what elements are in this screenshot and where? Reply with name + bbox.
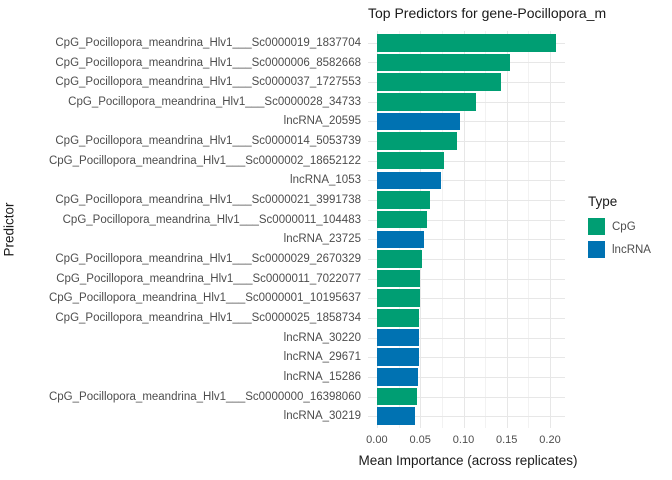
row-gridline <box>368 298 565 300</box>
row-gridline <box>368 239 565 241</box>
bar-lncrna <box>376 368 418 386</box>
y-axis-label: lncRNA_29671 <box>283 351 361 364</box>
major-gridline <box>463 31 465 428</box>
minor-gridline <box>441 31 443 428</box>
bar-cpg <box>376 92 476 111</box>
bar-cpg <box>376 309 420 327</box>
bar-lncrna <box>376 348 420 366</box>
y-axis-label: CpG_Pocillopora_meandrina_Hlv1___Sc00000… <box>55 194 361 206</box>
y-axis-label: CpG_Pocillopora_meandrina_Hlv1___Sc00000… <box>48 154 361 167</box>
y-axis-label: lncRNA_1053 <box>290 174 361 187</box>
bar-cpg <box>376 387 417 406</box>
legend-items: CpG lncRNA <box>588 218 651 258</box>
plot-panel <box>368 31 565 428</box>
row-gridline <box>368 121 565 123</box>
legend-label: lncRNA <box>612 243 651 256</box>
bar-lncrna <box>376 112 461 131</box>
major-gridline <box>506 31 508 428</box>
bar-cpg <box>376 73 501 91</box>
legend: Type CpG lncRNA <box>588 194 651 264</box>
minor-gridline <box>398 31 400 428</box>
legend-item-lncrna: lncRNA <box>588 241 651 258</box>
row-gridline <box>368 160 565 162</box>
y-axis-label: CpG_Pocillopora_meandrina_Hlv1___Sc00000… <box>48 292 361 305</box>
bar-cpg <box>376 53 511 72</box>
y-axis-label: lncRNA_23725 <box>283 233 361 246</box>
bar-cpg <box>376 210 428 229</box>
legend-item-cpg: CpG <box>588 218 651 235</box>
bar-lncrna <box>376 171 441 190</box>
y-axis-label: CpG_Pocillopora_meandrina_Hlv1___Sc00000… <box>55 56 361 69</box>
y-axis-label: CpG_Pocillopora_meandrina_Hlv1___Sc00000… <box>68 95 361 108</box>
legend-label: CpG <box>612 220 636 233</box>
legend-swatch-icon <box>588 241 605 258</box>
row-gridline <box>368 317 565 319</box>
chart-title: Top Predictors for gene-Pocillopora_m <box>368 5 607 21</box>
bar-cpg <box>376 269 421 288</box>
row-gridline <box>368 141 565 142</box>
y-axis-label: lncRNA_20595 <box>283 115 361 128</box>
y-axis-label: lncRNA_15286 <box>283 370 361 383</box>
y-axis-label: CpG_Pocillopora_meandrina_Hlv1___Sc00000… <box>62 213 361 226</box>
bar-cpg <box>376 289 421 308</box>
y-axis-label: CpG_Pocillopora_meandrina_Hlv1___Sc00000… <box>55 76 361 89</box>
y-axis-label: lncRNA_30220 <box>283 331 361 344</box>
y-axis-label: CpG_Pocillopora_meandrina_Hlv1___Sc00000… <box>56 272 361 285</box>
bar-lncrna <box>376 407 416 425</box>
y-axis-label: CpG_Pocillopora_meandrina_Hlv1___Sc00000… <box>55 252 361 265</box>
minor-gridline <box>485 31 487 428</box>
bar-cpg <box>376 250 422 268</box>
major-gridline <box>550 31 551 428</box>
major-gridline <box>376 31 378 428</box>
bar-cpg <box>376 34 557 52</box>
row-gridline <box>368 337 565 339</box>
x-axis-tick-label: 0.00 <box>366 434 388 446</box>
legend-swatch-icon <box>588 218 605 235</box>
row-gridline <box>368 416 565 418</box>
row-gridline <box>368 357 565 359</box>
row-gridline <box>368 258 565 260</box>
y-axis-label: CpG_Pocillopora_meandrina_Hlv1___Sc00000… <box>55 135 361 148</box>
bar-lncrna <box>376 230 424 249</box>
row-gridline <box>368 200 565 201</box>
legend-title: Type <box>588 194 618 209</box>
x-axis-tick-label: 0.10 <box>452 434 475 446</box>
bar-cpg <box>376 151 445 170</box>
row-gridline <box>368 180 565 182</box>
x-axis-tick-label: 0.05 <box>409 434 431 446</box>
x-axis-tick-label: 0.20 <box>539 434 561 446</box>
y-axis-label: lncRNA_30219 <box>283 410 361 423</box>
row-gridline <box>368 278 565 280</box>
bar-cpg <box>376 191 430 209</box>
y-axis-label: CpG_Pocillopora_meandrina_Hlv1___Sc00000… <box>55 36 361 49</box>
x-axis-tick-label: 0.15 <box>495 434 518 446</box>
row-gridline <box>368 396 565 398</box>
row-gridline <box>368 376 565 378</box>
y-axis-label: CpG_Pocillopora_meandrina_Hlv1___Sc00000… <box>55 311 361 324</box>
row-gridline <box>368 219 565 221</box>
x-axis-title: Mean Importance (across replicates) <box>358 453 578 468</box>
bar-cpg <box>376 132 457 150</box>
minor-gridline <box>528 31 530 428</box>
bar-lncrna <box>376 328 420 347</box>
y-axis-label: CpG_Pocillopora_meandrina_Hlv1___Sc00000… <box>48 390 361 403</box>
major-gridline <box>420 31 422 428</box>
